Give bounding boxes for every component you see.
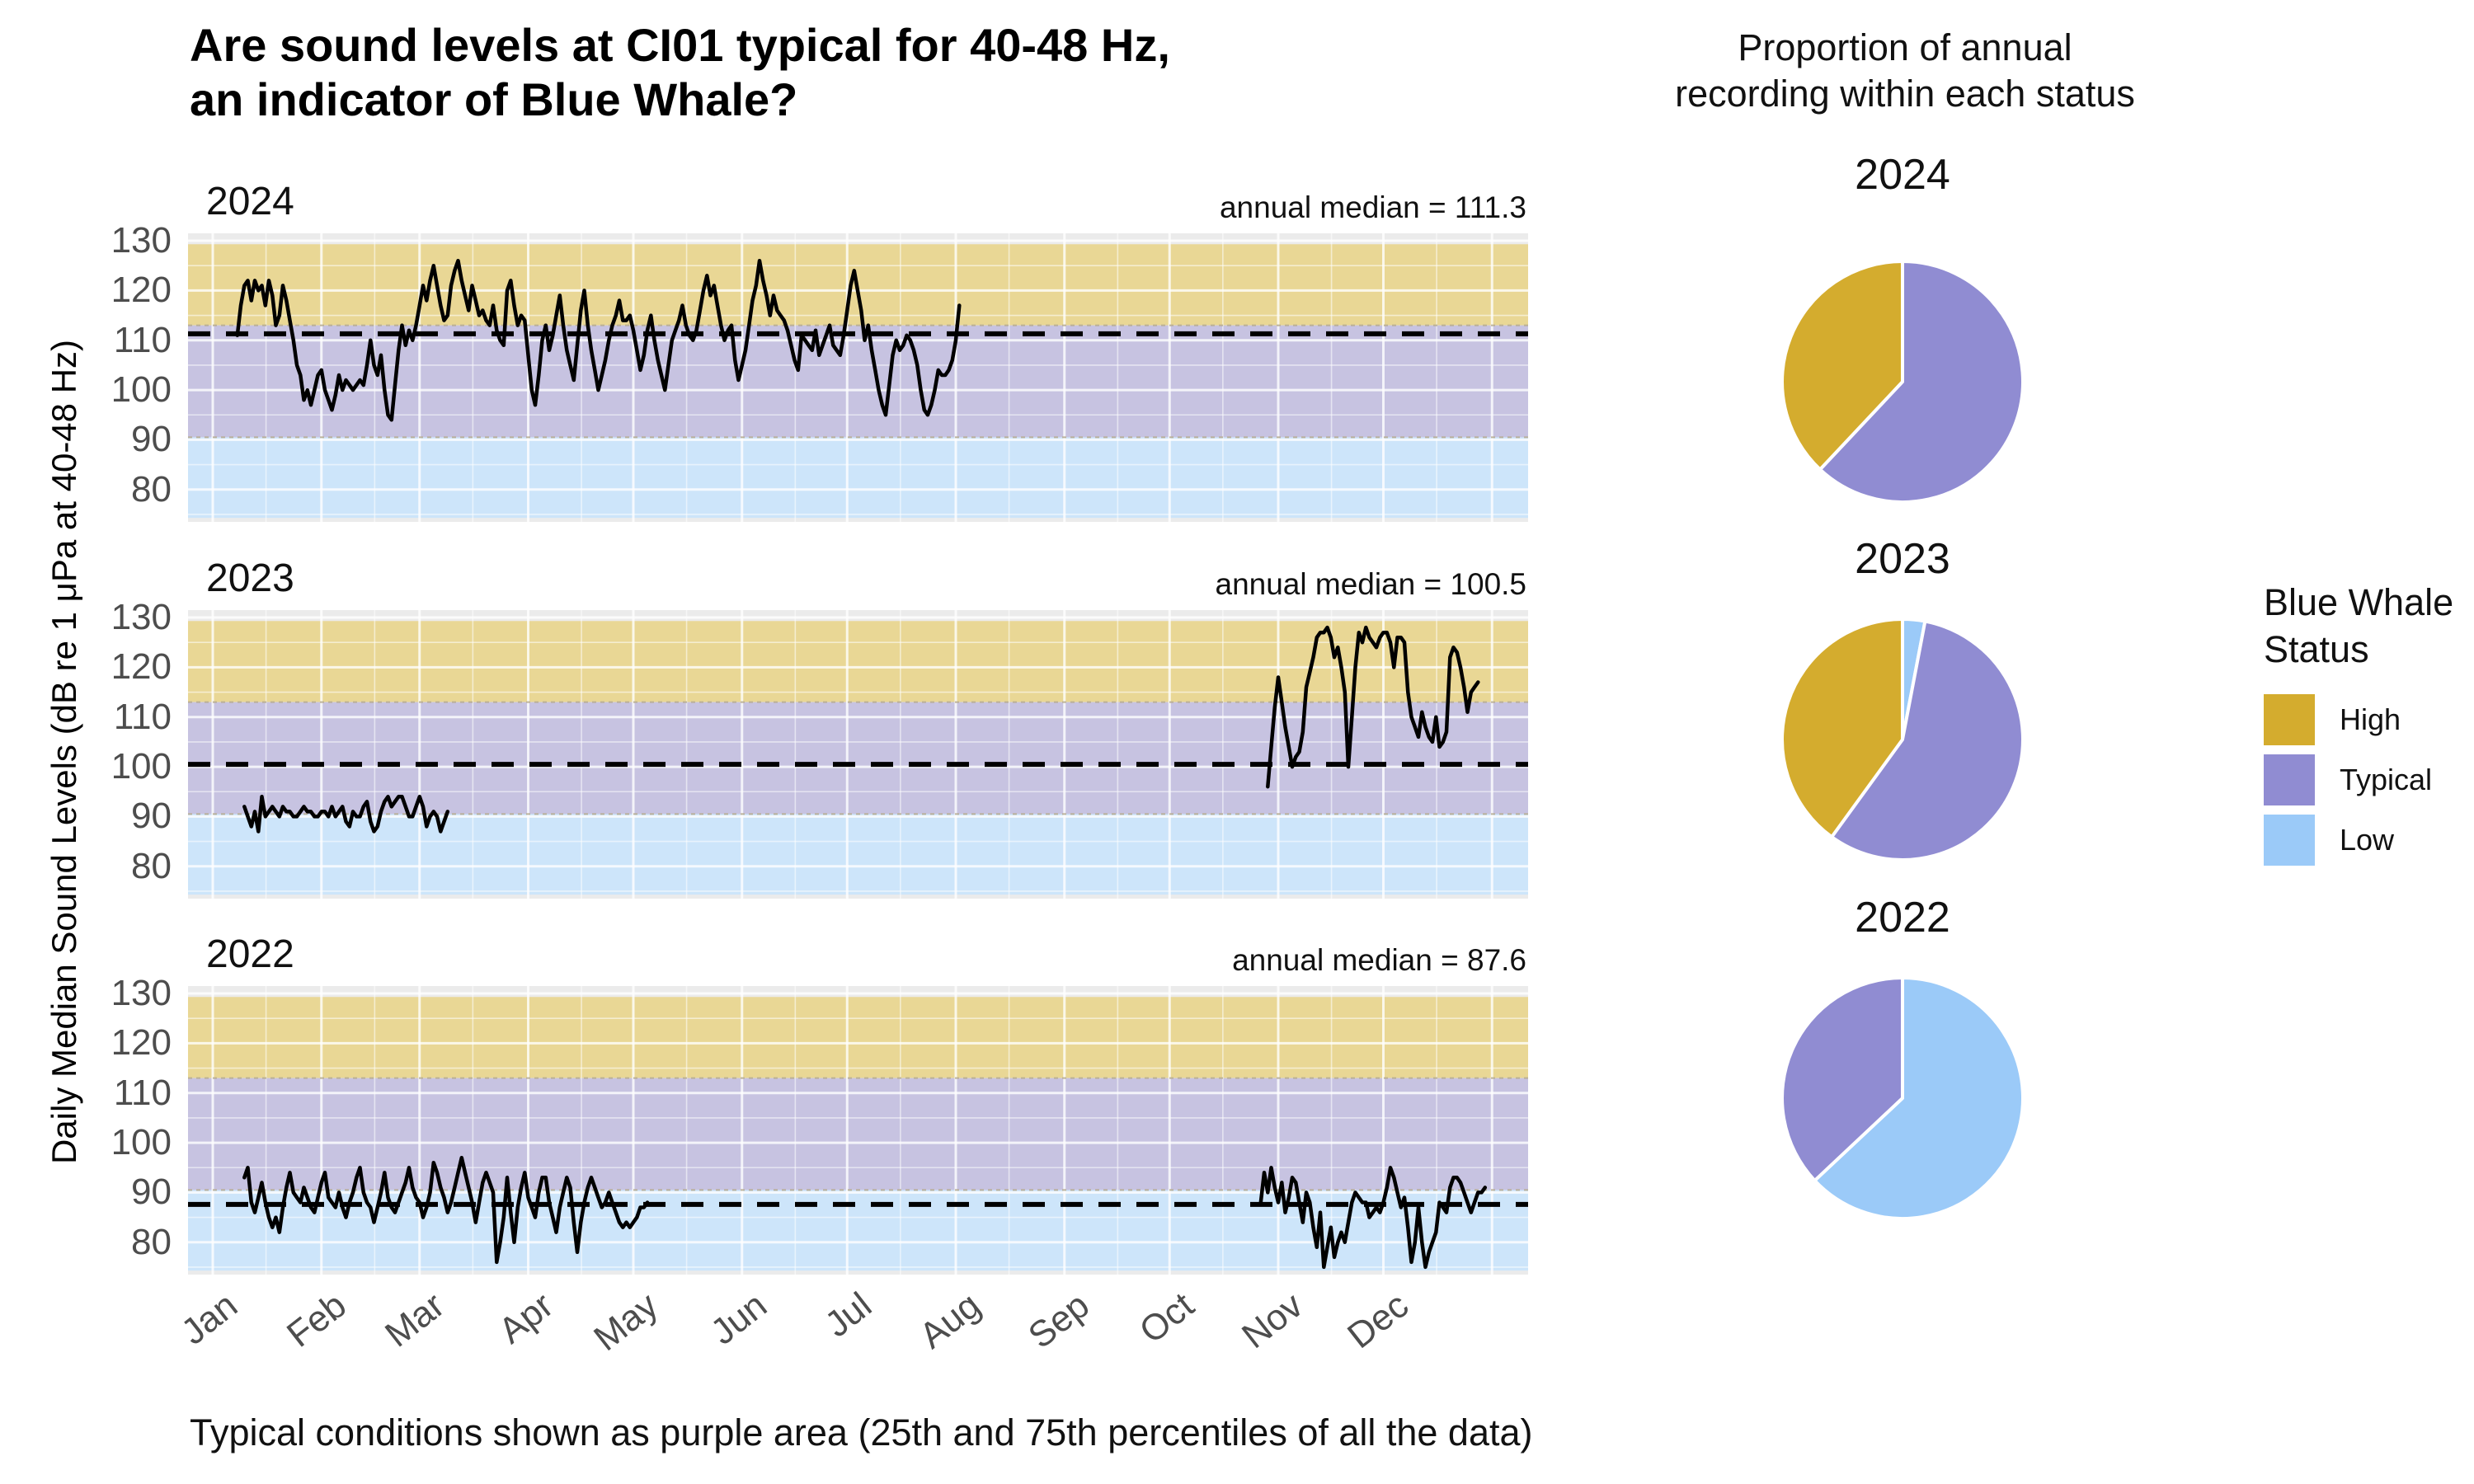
panel-2022-year-label: 2022: [206, 932, 294, 976]
pie-2024-title: 2024: [1855, 151, 1950, 199]
x-tick-label-may: May: [586, 1284, 666, 1360]
legend-label-typical: Typical: [2340, 763, 2433, 796]
pie-2023-title: 2023: [1855, 535, 1950, 583]
x-tick-label-aug: Aug: [912, 1284, 988, 1357]
pie-column-header: Proportion of annual recording within ea…: [1637, 25, 2173, 117]
y-tick-label: 120: [111, 270, 172, 311]
legend-label-low: Low: [2340, 823, 2395, 857]
pie-2022: [1779, 974, 2026, 1222]
panel-2022-median-label: annual median = 87.6: [1232, 943, 1526, 977]
panel-2024-year-label: 2024: [206, 180, 294, 223]
panel-2022: 2022 annual median = 87.6 80 90 100 110 120 1…: [111, 932, 1528, 1275]
pie-2022-title: 2022: [1855, 894, 1950, 942]
legend-item-typical: Typical: [2264, 754, 2470, 805]
panel-2024: 2024 annual median = 111.3 80 90 100 110 120…: [111, 180, 1528, 522]
panel-2022-plot: [188, 986, 1528, 1275]
x-tick-label-feb: Feb: [279, 1284, 354, 1355]
x-tick-label-jun: Jun: [703, 1284, 774, 1353]
pie-2023: [1779, 616, 2026, 863]
x-tick-label-jul: Jul: [817, 1284, 880, 1345]
x-tick-label-nov: Nov: [1235, 1284, 1310, 1357]
legend-swatch-high: [2264, 694, 2315, 745]
y-tick-label: 90: [131, 419, 172, 460]
y-tick-label: 100: [111, 746, 172, 787]
pie-2024-chart: [1780, 260, 2025, 504]
y-tick-label: 100: [111, 1122, 172, 1163]
legend-item-low: Low: [2264, 815, 2470, 866]
panel-2023: 2023 annual median = 100.5 80 90 100 110 120…: [111, 556, 1528, 899]
legend-blue-whale-status: Blue Whale Status High Typical Low: [2264, 579, 2470, 875]
page-title: Are sound levels at CI01 typical for 40-…: [190, 18, 1170, 127]
legend-items: High Typical Low: [2264, 694, 2470, 866]
y-tick-label: 130: [111, 220, 172, 261]
y-tick-label: 80: [131, 845, 172, 886]
legend-label-high: High: [2340, 702, 2401, 736]
y-tick-label: 110: [113, 1072, 172, 1113]
x-tick-label-sep: Sep: [1020, 1284, 1097, 1357]
panel-2024-median-label: annual median = 111.3: [1219, 190, 1526, 224]
legend-title-line2: Status: [2264, 628, 2369, 670]
page-title-line2: an indicator of Blue Whale?: [190, 73, 798, 125]
y-tick-label: 120: [111, 1022, 172, 1064]
legend-title-line1: Blue Whale: [2264, 581, 2454, 623]
x-tick-label-jan: Jan: [173, 1284, 245, 1353]
y-tick-label: 80: [131, 468, 172, 510]
legend-swatch-typical: [2264, 754, 2315, 805]
caption: Typical conditions shown as purple area …: [190, 1411, 1533, 1453]
y-tick-label: 80: [131, 1221, 172, 1262]
pie-column-header-line2: recording within each status: [1675, 73, 2135, 115]
page-title-line1: Are sound levels at CI01 typical for 40-…: [190, 19, 1170, 71]
panel-2023-plot: [188, 610, 1528, 899]
x-tick-label-dec: Dec: [1339, 1284, 1416, 1357]
y-tick-label: 110: [113, 696, 172, 737]
pie-2024: [1779, 258, 2026, 505]
legend-swatch-low: [2264, 815, 2315, 866]
y-tick-label: 90: [131, 796, 172, 837]
pie-2023-chart: [1780, 618, 2025, 862]
pie-2022-chart: [1780, 976, 2025, 1220]
y-tick-label: 130: [111, 973, 172, 1014]
legend-title: Blue Whale Status: [2264, 579, 2470, 673]
panel-2023-year-label: 2023: [206, 556, 294, 600]
pie-column-header-line1: Proportion of annual: [1738, 26, 2072, 68]
x-tick-label-mar: Mar: [377, 1284, 452, 1355]
y-tick-label: 120: [111, 646, 172, 688]
y-tick-label: 90: [131, 1172, 172, 1213]
panel-2024-plot: [188, 233, 1528, 522]
panel-2023-median-label: annual median = 100.5: [1215, 567, 1527, 601]
y-tick-label: 110: [113, 319, 172, 360]
y-tick-label: 130: [111, 597, 172, 638]
x-tick-label-apr: Apr: [491, 1284, 561, 1352]
y-tick-label: 100: [111, 369, 172, 411]
x-tick-label-oct: Oct: [1132, 1284, 1202, 1352]
legend-item-high: High: [2264, 694, 2470, 745]
